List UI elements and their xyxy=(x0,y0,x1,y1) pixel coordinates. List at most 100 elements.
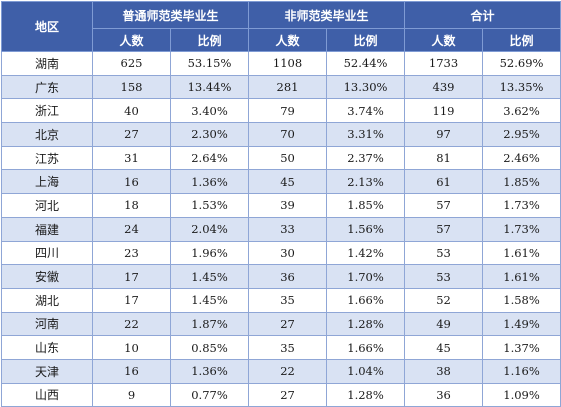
table-row: 河北 18 1.53% 39 1.85% 57 1.73% xyxy=(1,193,561,218)
cell-count: 45 xyxy=(248,169,328,195)
cell-region: 湖南 xyxy=(1,51,93,76)
cell-count: 61 xyxy=(404,169,484,195)
cell-count: 17 xyxy=(92,264,171,289)
table-row: 山西 9 0.77% 27 1.28% 36 1.09% xyxy=(1,382,561,407)
table-row: 湖南 625 53.15% 1108 52.44% 1733 52.69% xyxy=(1,51,561,76)
cell-ratio: 1.61% xyxy=(482,264,561,289)
cell-region: 江苏 xyxy=(1,145,93,171)
cell-ratio: 2.95% xyxy=(482,122,561,147)
cell-ratio: 1.73% xyxy=(482,193,561,218)
header-sub-ratio: 比例 xyxy=(326,28,406,52)
cell-count: 53 xyxy=(404,240,484,266)
cell-ratio: 2.37% xyxy=(326,145,406,171)
cell-ratio: 1.56% xyxy=(326,216,406,242)
cell-count: 158 xyxy=(92,74,171,100)
header-region: 地区 xyxy=(1,1,93,52)
cell-ratio: 0.85% xyxy=(169,335,250,360)
table-row: 山东 10 0.85% 35 1.66% 45 1.37% xyxy=(1,335,561,360)
cell-count: 36 xyxy=(248,264,328,289)
header-sub-ratio: 比例 xyxy=(169,28,250,52)
cell-ratio: 1.70% xyxy=(326,264,406,289)
header-group-normal: 普通师范类毕业生 xyxy=(91,1,250,29)
cell-ratio: 1.37% xyxy=(482,335,561,360)
cell-count: 70 xyxy=(248,122,328,147)
header-sub-ratio: 比例 xyxy=(482,28,561,52)
cell-ratio: 13.30% xyxy=(326,74,406,100)
cell-region: 山东 xyxy=(1,335,93,360)
cell-ratio: 52.44% xyxy=(326,51,406,76)
cell-ratio: 3.40% xyxy=(169,98,250,124)
table-row: 湖北 17 1.45% 35 1.66% 52 1.58% xyxy=(1,287,561,313)
cell-count: 81 xyxy=(404,145,484,171)
cell-ratio: 1.09% xyxy=(482,382,561,407)
cell-region: 北京 xyxy=(1,122,93,147)
cell-ratio: 1.66% xyxy=(326,335,406,360)
cell-ratio: 52.69% xyxy=(482,51,561,76)
cell-count: 27 xyxy=(248,311,328,337)
cell-count: 10 xyxy=(92,335,171,360)
cell-ratio: 2.64% xyxy=(169,145,250,171)
cell-count: 22 xyxy=(248,358,328,384)
cell-count: 23 xyxy=(92,240,171,266)
table-header: 地区 普通师范类毕业生 非师范类毕业生 合计 人数 比例 人数 比例 人数 比例 xyxy=(1,1,561,52)
table-row: 江苏 31 2.64% 50 2.37% 81 2.46% xyxy=(1,145,561,171)
table-row: 浙江 40 3.40% 79 3.74% 119 3.62% xyxy=(1,98,561,124)
cell-count: 52 xyxy=(404,287,484,313)
cell-count: 9 xyxy=(92,382,171,407)
cell-count: 27 xyxy=(92,122,171,147)
table-row: 广东 158 13.44% 281 13.30% 439 13.35% xyxy=(1,74,561,100)
cell-count: 35 xyxy=(248,335,328,360)
cell-count: 97 xyxy=(404,122,484,147)
cell-count: 27 xyxy=(248,382,328,407)
table-row: 北京 27 2.30% 70 3.31% 97 2.95% xyxy=(1,122,561,147)
cell-ratio: 13.44% xyxy=(169,74,250,100)
header-sub-count: 人数 xyxy=(92,28,171,52)
cell-ratio: 2.46% xyxy=(482,145,561,171)
cell-count: 40 xyxy=(92,98,171,124)
table-row: 四川 23 1.96% 30 1.42% 53 1.61% xyxy=(1,240,561,266)
table-row: 上海 16 1.36% 45 2.13% 61 1.85% xyxy=(1,169,561,195)
cell-count: 33 xyxy=(248,216,328,242)
cell-region: 山西 xyxy=(1,382,93,407)
cell-count: 79 xyxy=(248,98,328,124)
cell-count: 50 xyxy=(248,145,328,171)
header-group-non-normal: 非师范类毕业生 xyxy=(248,1,406,29)
cell-region: 河北 xyxy=(1,193,93,218)
cell-count: 281 xyxy=(248,74,328,100)
cell-count: 49 xyxy=(404,311,484,337)
cell-ratio: 1.61% xyxy=(482,240,561,266)
cell-ratio: 1.28% xyxy=(326,382,406,407)
cell-ratio: 1.45% xyxy=(169,287,250,313)
cell-ratio: 1.16% xyxy=(482,358,561,384)
cell-count: 38 xyxy=(404,358,484,384)
cell-count: 1733 xyxy=(404,51,484,76)
cell-count: 45 xyxy=(404,335,484,360)
cell-ratio: 1.87% xyxy=(169,311,250,337)
cell-count: 625 xyxy=(92,51,171,76)
cell-count: 39 xyxy=(248,193,328,218)
cell-count: 18 xyxy=(92,193,171,218)
cell-ratio: 1.36% xyxy=(169,358,250,384)
cell-ratio: 1.28% xyxy=(326,311,406,337)
cell-ratio: 1.36% xyxy=(169,169,250,195)
cell-region: 湖北 xyxy=(1,287,93,313)
cell-ratio: 13.35% xyxy=(482,74,561,100)
cell-ratio: 2.13% xyxy=(326,169,406,195)
cell-region: 四川 xyxy=(1,240,93,266)
cell-count: 1108 xyxy=(248,51,328,76)
cell-count: 22 xyxy=(92,311,171,337)
cell-ratio: 1.45% xyxy=(169,264,250,289)
cell-ratio: 1.58% xyxy=(482,287,561,313)
table-row: 河南 22 1.87% 27 1.28% 49 1.49% xyxy=(1,311,561,337)
cell-ratio: 1.49% xyxy=(482,311,561,337)
table-row: 安徽 17 1.45% 36 1.70% 53 1.61% xyxy=(1,264,561,289)
table-body: 湖南 625 53.15% 1108 52.44% 1733 52.69% 广东 158 13.4… xyxy=(1,51,561,407)
cell-ratio: 53.15% xyxy=(169,51,250,76)
cell-region: 安徽 xyxy=(1,264,93,289)
cell-region: 浙江 xyxy=(1,98,93,124)
cell-region: 福建 xyxy=(1,216,93,242)
cell-ratio: 2.30% xyxy=(169,122,250,147)
cell-ratio: 1.66% xyxy=(326,287,406,313)
cell-count: 57 xyxy=(404,216,484,242)
